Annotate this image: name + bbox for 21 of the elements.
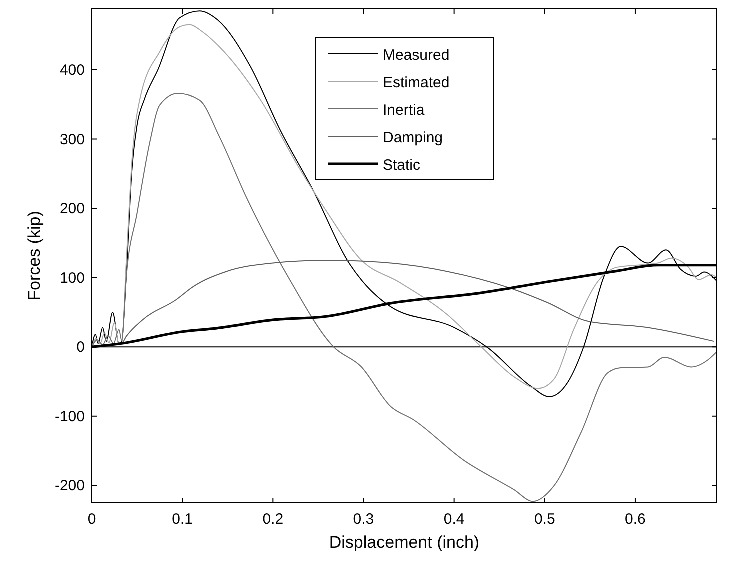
y-tick-label: 100 [60,270,85,287]
x-tick-label: 0.5 [534,511,556,528]
x-axis-title: Displacement (inch) [329,533,480,552]
x-tick-label: 0 [88,511,96,528]
x-tick-label: 0.1 [172,511,194,528]
legend-label: Measured [383,47,450,64]
x-tick-label: 0.6 [625,511,646,528]
y-tick-label: 0 [76,339,85,356]
x-tick-label: 0.3 [353,511,374,528]
y-tick-label: 200 [60,200,85,218]
legend-label: Static [383,157,422,174]
legend-label: Estimated [383,74,450,92]
y-tick-label: -100 [54,408,85,426]
y-tick-label: 400 [60,62,85,79]
x-tick-label: 0.2 [262,511,284,528]
legend-label: Inertia [383,102,426,119]
y-tick-label: 300 [60,131,85,148]
x-tick-label: 0.4 [444,511,465,528]
y-tick-label: -200 [54,478,85,495]
y-axis-title: Forces (kip) [25,211,44,301]
legend-label: Damping [383,130,444,146]
